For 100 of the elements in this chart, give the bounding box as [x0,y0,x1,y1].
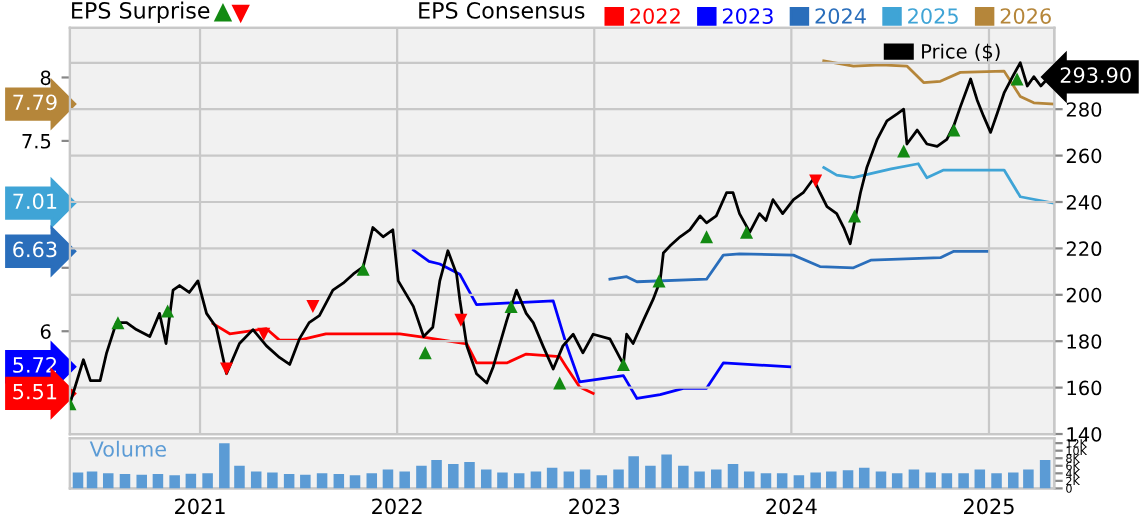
bar [596,475,608,489]
legend-label: 2024 [815,8,866,24]
bar [202,473,213,489]
bar [513,473,525,489]
bar [152,474,164,489]
bar [119,474,131,489]
point [111,316,125,330]
bar [793,475,805,489]
bar [448,463,459,489]
bar [316,473,328,489]
bar [283,474,295,489]
bar [219,443,230,489]
chart-title: EPS Surprise [72,1,210,24]
point [700,230,714,244]
y2-tick-label: 180 [1067,334,1102,349]
line-series [411,248,792,400]
point [356,262,370,276]
y2-tick-label: 220 [1066,241,1102,257]
bar [694,471,705,489]
line-series [211,322,595,395]
bar [416,465,427,489]
legend-label: 2025 [908,8,958,24]
bar [497,472,508,489]
bar [810,472,821,489]
bar [711,469,722,489]
x-tick-label: 2022 [372,498,422,515]
text: 6.63 [13,241,57,258]
bar [366,473,378,489]
bar [826,471,837,489]
legend-label: 2023 [722,8,773,24]
bar [579,469,591,489]
point [418,346,432,360]
point [897,144,911,158]
bar [842,470,854,489]
point [454,313,468,327]
point [553,376,567,390]
point [1010,72,1024,86]
bar [958,473,969,489]
bar [267,472,278,489]
text: 7.79 [13,94,57,111]
x-tick-label: 2025 [964,498,1014,515]
bar [613,469,624,489]
point [504,299,518,313]
chart-title: Volume [89,440,166,457]
bar [136,474,147,489]
bar [661,454,672,489]
bar [102,473,114,489]
bar [333,474,345,489]
y2-tick-label: 200 [1066,287,1102,303]
bar [1008,472,1019,489]
bar [760,473,772,489]
legend-label: 2022 [630,8,680,24]
bar [1039,460,1051,489]
legend-title: EPS Consensus [419,2,585,19]
legend-label: Price ($) [922,43,1000,62]
x-tick-label: 2021 [175,498,225,515]
x-tick-label: 2023 [569,498,620,515]
bar [250,471,262,489]
y2-tick-label: 160 [1067,380,1102,396]
bar [974,469,986,489]
line-series [822,59,1055,106]
point [306,299,320,313]
bar [72,472,84,489]
y2-tick-label: 140 [1067,426,1102,442]
bar [875,471,887,489]
bar [234,465,245,489]
bar [431,460,442,489]
bar [530,471,542,489]
text: 293.90 [1060,67,1131,83]
bar [941,473,953,489]
point [161,304,175,318]
bar [169,475,180,489]
bar [185,473,197,489]
y2-tick-label: 260 [1066,148,1102,164]
bar [727,463,739,489]
bar [743,471,755,489]
bar [645,465,656,489]
point [652,274,666,288]
point [616,357,630,371]
y2-tick-label: 240 [1066,194,1102,210]
text: 5.51 [13,383,57,400]
legend-label: 2026 [1000,8,1051,24]
line-series [608,249,989,284]
bar [991,473,1002,489]
bar [678,465,689,489]
bar [86,471,98,489]
bar [546,467,558,489]
bar [464,462,475,489]
bar [908,469,920,489]
text: 7.01 [13,193,57,210]
bar [925,472,936,489]
bar [858,467,870,489]
point [947,123,961,137]
y-tick-label: 8 [40,70,51,86]
y-tick-label: 6 [40,324,51,339]
bar [563,471,575,489]
bar [382,469,394,489]
line-series [822,162,1055,205]
bar [891,473,903,489]
bar [399,471,410,489]
